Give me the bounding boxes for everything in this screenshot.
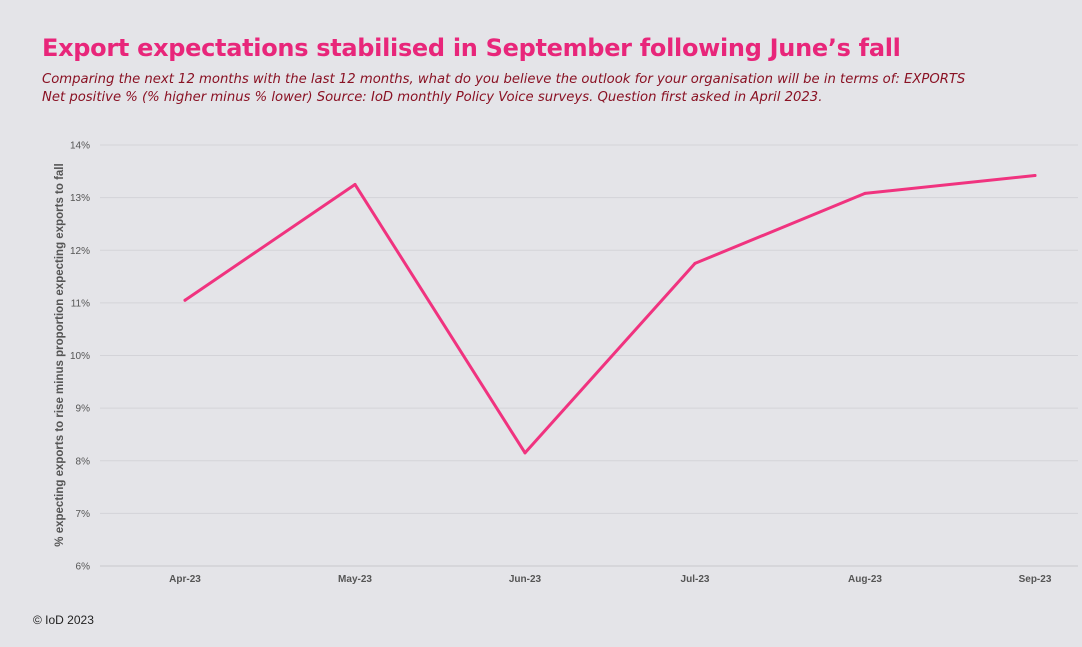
data-point — [863, 191, 867, 195]
x-tick-label: Jul-23 — [681, 574, 710, 585]
data-point — [693, 261, 697, 265]
y-tick-label: 9% — [76, 404, 91, 415]
series-line-exports — [183, 174, 1037, 455]
y-tick-label: 10% — [70, 351, 90, 362]
y-axis-label: % expecting exports to rise minus propor… — [54, 163, 66, 546]
gridlines — [100, 144, 1078, 567]
chart-title: Export expectations stabilised in Septem… — [42, 34, 901, 62]
data-point — [1033, 174, 1037, 178]
y-tick-label: 8% — [76, 456, 91, 467]
data-point — [183, 298, 187, 302]
y-tick-label: 6% — [76, 562, 91, 573]
data-point — [523, 451, 527, 455]
data-point — [353, 182, 357, 186]
x-tick-label: Sep-23 — [1019, 574, 1052, 585]
y-tick-label: 7% — [76, 509, 91, 520]
x-tick-label: May-23 — [338, 574, 372, 585]
y-tick-label: 13% — [70, 193, 90, 204]
chart-subtitle: Comparing the next 12 months with the la… — [42, 71, 965, 107]
y-tick-label: 14% — [70, 141, 90, 152]
series-group — [183, 174, 1037, 455]
x-tick-label: Jun-23 — [509, 574, 542, 585]
y-tick-label: 12% — [70, 246, 90, 257]
copyright-footer: © IoD 2023 — [33, 613, 94, 627]
subtitle-line-source: Net positive % (% higher minus % lower) … — [42, 90, 823, 105]
x-tick-label: Aug-23 — [848, 574, 882, 585]
x-axis-ticks: Apr-23 May-23 Jun-23 Jul-23 Aug-23 Sep-23 — [169, 574, 1052, 585]
y-tick-label: 11% — [71, 298, 90, 309]
x-tick-label: Apr-23 — [169, 574, 201, 585]
subtitle-line-question: Comparing the next 12 months with the la… — [42, 72, 966, 87]
y-axis-ticks: 6% 7% 8% 9% 10% 11% 12% 13% 14% — [70, 141, 90, 573]
